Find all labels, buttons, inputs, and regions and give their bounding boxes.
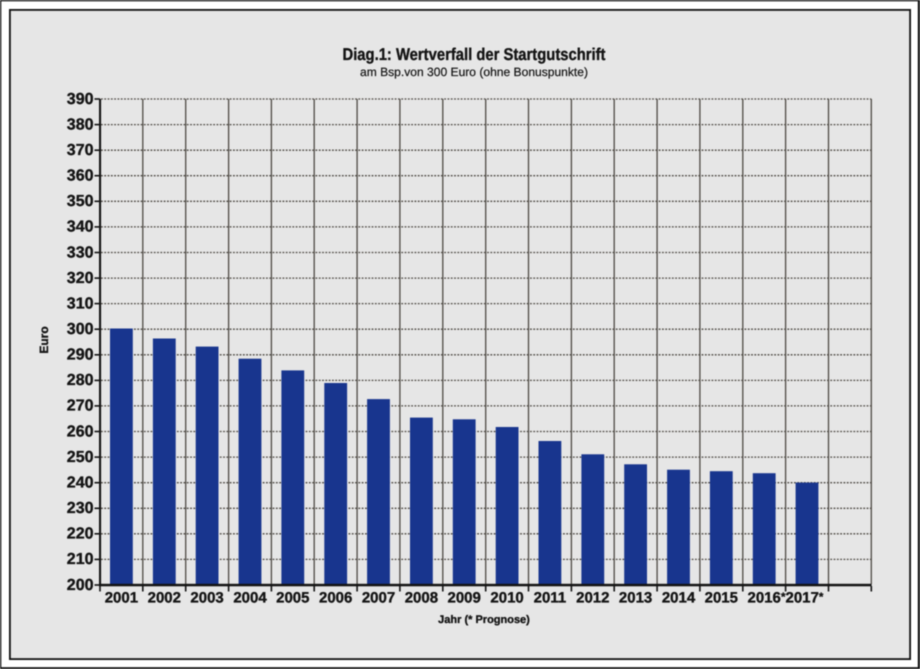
svg-text:2003: 2003 (190, 590, 223, 607)
svg-text:Diag.1: Wertverfall der Startg: Diag.1: Wertverfall der Startgutschrift (343, 45, 606, 64)
svg-text:260: 260 (67, 423, 94, 440)
svg-text:380: 380 (67, 116, 94, 133)
svg-text:250: 250 (67, 449, 94, 466)
svg-text:2011: 2011 (534, 590, 567, 607)
svg-text:300: 300 (67, 321, 94, 338)
svg-text:210: 210 (67, 551, 94, 568)
svg-text:2012: 2012 (576, 590, 609, 607)
svg-text:2013: 2013 (619, 590, 652, 607)
svg-text:220: 220 (67, 526, 94, 543)
svg-text:2009: 2009 (448, 590, 481, 607)
svg-text:290: 290 (67, 347, 94, 364)
svg-text:am Bsp.von 300 Euro (ohne Bonu: am Bsp.von 300 Euro (ohne Bonuspunkte) (360, 65, 588, 79)
svg-text:270: 270 (67, 398, 94, 415)
svg-text:2014: 2014 (662, 590, 696, 607)
svg-text:2006: 2006 (319, 590, 352, 607)
svg-text:*2017*: *2017* (781, 590, 824, 607)
svg-text:2001: 2001 (105, 590, 138, 607)
svg-text:230: 230 (67, 500, 94, 517)
svg-text:2007: 2007 (362, 590, 395, 607)
svg-text:2004: 2004 (233, 590, 267, 607)
svg-text:2015: 2015 (705, 590, 738, 607)
svg-text:2005: 2005 (276, 590, 309, 607)
svg-text:Euro: Euro (37, 326, 51, 353)
svg-text:2010: 2010 (490, 590, 523, 607)
svg-text:200: 200 (67, 577, 94, 594)
svg-text:310: 310 (67, 295, 94, 312)
svg-text:360: 360 (67, 168, 94, 185)
svg-text:2016: 2016 (748, 590, 781, 607)
svg-text:280: 280 (67, 372, 94, 389)
svg-text:350: 350 (67, 193, 94, 210)
svg-text:Jahr (* Prognose): Jahr (* Prognose) (438, 614, 530, 626)
svg-text:320: 320 (67, 270, 94, 287)
svg-text:370: 370 (67, 142, 94, 159)
svg-text:2002: 2002 (148, 590, 181, 607)
svg-text:390: 390 (67, 91, 94, 108)
svg-text:340: 340 (67, 219, 94, 236)
svg-text:330: 330 (67, 244, 94, 261)
svg-text:240: 240 (67, 475, 94, 492)
svg-text:2008: 2008 (405, 590, 438, 607)
